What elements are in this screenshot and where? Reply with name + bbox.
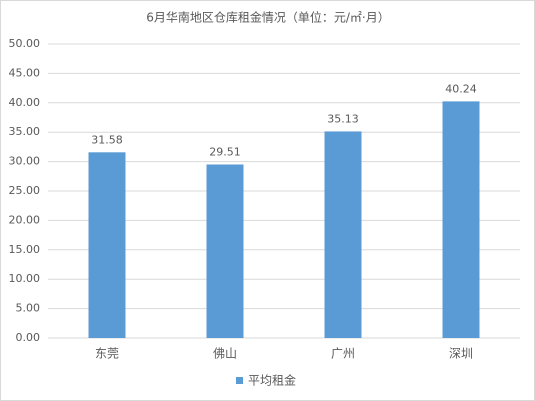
x-tick-label: 东莞 (95, 347, 119, 361)
y-tick-label: 25.00 (9, 184, 41, 197)
bar (206, 164, 244, 338)
bar (88, 152, 126, 338)
bar (442, 101, 480, 339)
x-tick-label: 广州 (331, 347, 355, 361)
y-tick-label: 50.00 (9, 37, 41, 50)
y-tick-label: 30.00 (9, 155, 41, 168)
y-tick-label: 40.00 (9, 96, 41, 109)
chart-title: 6月华南地区仓库租金情况（单位：元/㎡·月） (146, 10, 390, 25)
y-tick-label: 35.00 (9, 125, 41, 138)
y-tick-label: 20.00 (9, 213, 41, 226)
y-tick-label: 5.00 (16, 302, 41, 315)
y-tick-label: 10.00 (9, 272, 41, 285)
legend-label: 平均租金 (248, 373, 296, 388)
y-tick-label: 45.00 (9, 66, 41, 79)
bar (324, 131, 362, 338)
data-label: 31.58 (91, 133, 123, 146)
data-label: 35.13 (327, 112, 359, 125)
legend-swatch (236, 377, 243, 384)
x-tick-label: 深圳 (449, 347, 473, 361)
y-tick-label: 0.00 (16, 331, 41, 344)
y-tick-label: 15.00 (9, 243, 41, 256)
x-tick-label: 佛山 (213, 347, 237, 361)
data-label: 29.51 (209, 145, 241, 158)
data-label: 40.24 (445, 82, 477, 95)
